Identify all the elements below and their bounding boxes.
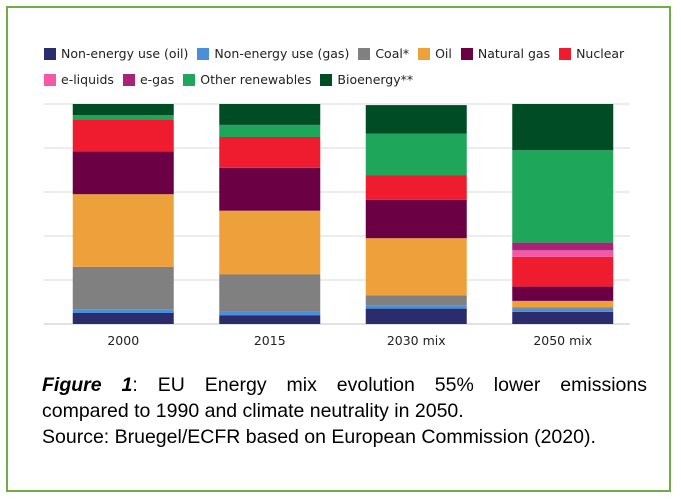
legend-label: Other renewables (200, 72, 312, 87)
bar-segment (365, 175, 467, 200)
bar-segment (365, 105, 467, 134)
x-tick-label: 2015 (254, 333, 286, 348)
legend-swatch (122, 74, 135, 86)
caption-line-1: Figure 1: EU Energy mix evolution 55% lo… (42, 372, 647, 398)
figure-caption: Figure 1: EU Energy mix evolution 55% lo… (42, 372, 647, 450)
legend-label: Oil (435, 46, 452, 61)
bar-segment (512, 300, 614, 308)
caption-label: Figure 1 (42, 374, 133, 396)
bar-segment (512, 150, 614, 243)
legend-swatch (460, 48, 473, 60)
legend-swatch (320, 74, 333, 86)
bar-segment (365, 133, 467, 176)
bar-segment (72, 266, 174, 310)
bar-segment (72, 313, 174, 324)
bar-segment (512, 242, 614, 251)
legend-item: Coal* (358, 42, 409, 66)
bar-segment (219, 124, 321, 137)
bar-segment (365, 199, 467, 239)
bar-segment (219, 104, 321, 125)
bar-segment (512, 307, 614, 309)
legend-item: Natural gas (460, 42, 551, 66)
legend-label: e-gas (139, 72, 175, 87)
x-tick-label: 2030 mix (387, 333, 446, 348)
legend-swatch (44, 48, 56, 60)
legend-swatch (559, 48, 572, 60)
x-tick-label: 2050 mix (533, 333, 592, 348)
figure-frame (6, 6, 671, 492)
bar-segment (72, 151, 174, 195)
caption-source: Source: Bruegel/ECFR based on European C… (42, 426, 596, 448)
legend-label: Non-energy use (gas) (214, 46, 350, 61)
legend-item: e-liquids (44, 68, 114, 92)
bar-segment (72, 119, 174, 152)
legend-item: Non-energy use (gas) (197, 42, 349, 66)
bar-segment (72, 104, 174, 115)
legend-swatch (44, 74, 56, 86)
legend-label: Nuclear (576, 46, 625, 61)
bar-segment (72, 115, 174, 120)
bar-segment (219, 274, 321, 312)
bar-segment (512, 311, 614, 324)
legend-label: Natural gas (477, 46, 551, 61)
legend-item: e-gas (122, 68, 175, 92)
legend-item: Oil (418, 42, 452, 66)
legend-swatch (358, 48, 371, 60)
chart-legend: Non-energy use (oil) Non-energy use (gas)… (44, 42, 644, 94)
bar-segment (512, 104, 614, 151)
legend-label: Non-energy use (oil) (61, 46, 189, 61)
legend-item: Non-energy use (oil) (44, 42, 188, 66)
bar-segment (72, 194, 174, 267)
bar-segment (512, 286, 614, 301)
bar-segment (219, 167, 321, 211)
bar-segment (512, 308, 614, 312)
bar-segment (219, 311, 321, 316)
bar-segment (219, 210, 321, 275)
bar-segment (512, 256, 614, 287)
legend-swatch (183, 74, 196, 86)
legend-swatch (197, 48, 210, 60)
bar-segment (365, 305, 467, 309)
caption-title: : EU Energy mix evolution 55% lower emis… (132, 374, 648, 396)
legend-label: Coal* (375, 46, 410, 61)
legend-item: Nuclear (559, 42, 624, 66)
bar-segment (72, 309, 174, 313)
legend-label: e-liquids (61, 72, 114, 87)
legend-swatch (418, 48, 431, 60)
x-tick-label: 2000 (107, 333, 139, 348)
bar-segment (219, 315, 321, 324)
legend-label: Bioenergy** (337, 72, 414, 87)
bar-segment (365, 308, 467, 324)
caption-line-2: compared to 1990 and climate neutrality … (42, 400, 464, 422)
bar-segment (512, 250, 614, 257)
legend-item: Other renewables (183, 68, 311, 92)
bar-segment (365, 295, 467, 306)
legend-item: Bioenergy** (320, 68, 413, 92)
bar-segment (219, 137, 321, 168)
bar-segment (365, 238, 467, 296)
